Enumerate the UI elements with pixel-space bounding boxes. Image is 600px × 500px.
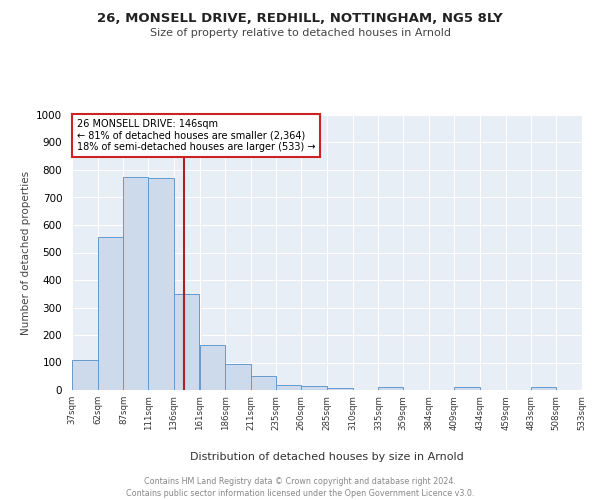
- Bar: [301, 386, 327, 390]
- Bar: [455, 387, 480, 390]
- Bar: [199, 344, 225, 390]
- Bar: [124, 177, 148, 390]
- Bar: [327, 388, 353, 390]
- Text: Size of property relative to detached houses in Arnold: Size of property relative to detached ho…: [149, 28, 451, 38]
- Bar: [174, 294, 199, 390]
- Bar: [275, 385, 301, 390]
- Y-axis label: Number of detached properties: Number of detached properties: [20, 170, 31, 334]
- Text: Distribution of detached houses by size in Arnold: Distribution of detached houses by size …: [190, 452, 464, 462]
- Bar: [98, 238, 124, 390]
- Bar: [530, 387, 556, 390]
- Text: 26 MONSELL DRIVE: 146sqm
← 81% of detached houses are smaller (2,364)
18% of sem: 26 MONSELL DRIVE: 146sqm ← 81% of detach…: [77, 119, 316, 152]
- Text: 26, MONSELL DRIVE, REDHILL, NOTTINGHAM, NG5 8LY: 26, MONSELL DRIVE, REDHILL, NOTTINGHAM, …: [97, 12, 503, 26]
- Text: Contains HM Land Registry data © Crown copyright and database right 2024.: Contains HM Land Registry data © Crown c…: [144, 478, 456, 486]
- Bar: [148, 178, 174, 390]
- Text: Contains public sector information licensed under the Open Government Licence v3: Contains public sector information licen…: [126, 489, 474, 498]
- Bar: [251, 376, 275, 390]
- Bar: [225, 364, 251, 390]
- Bar: [72, 360, 98, 390]
- Bar: [379, 387, 403, 390]
